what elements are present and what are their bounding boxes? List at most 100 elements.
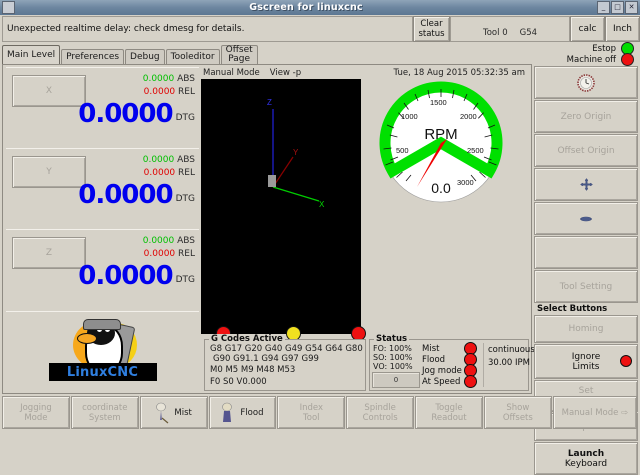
- feed-override: FO: 100%: [373, 344, 412, 353]
- axis-select-x-button[interactable]: X: [12, 75, 86, 107]
- clock-icon: [577, 73, 595, 92]
- mist-icon: [156, 402, 169, 423]
- gauge-green-band: [379, 81, 503, 179]
- dro-x-dtg: 0.0000 DTG: [78, 101, 195, 127]
- minimize-icon[interactable]: _: [597, 1, 610, 14]
- dro-x-dtg-label: DTG: [175, 113, 195, 123]
- clear-status-line1: Clear: [420, 19, 443, 29]
- tool-setting-button[interactable]: Tool Setting: [534, 270, 638, 303]
- offset-origin-button[interactable]: Offset Origin: [534, 134, 638, 167]
- backplot-view[interactable]: Z Y X: [201, 79, 361, 334]
- show-offsets-line1: Show: [506, 402, 530, 413]
- calc-button[interactable]: calc: [570, 16, 605, 42]
- dro-x-dtg-value: 0.0000: [78, 99, 173, 129]
- spindle-rpm-gauge: 500 1000 1500 2000 2500 3000 RPM 0.0: [371, 81, 519, 209]
- gcodes-line-3: M0 M5 M9 M48 M53: [210, 365, 296, 375]
- svg-text:Z: Z: [267, 98, 272, 107]
- index-tool-line2: Tool: [303, 412, 320, 423]
- dro-z-rel: 0.0000 REL: [144, 249, 195, 259]
- spindle-controls-line2: Controls: [362, 412, 398, 423]
- jogging-mode-button[interactable]: Jogging Mode: [2, 396, 70, 429]
- status-divider: [483, 343, 484, 387]
- dro-y-abs-value: 0.0000: [142, 155, 175, 165]
- clear-status-button[interactable]: Clear status: [413, 16, 450, 42]
- dro-y-dtg-value: 0.0000: [78, 180, 173, 210]
- dro-y-rel: 0.0000 REL: [144, 168, 195, 178]
- jogging-mode-line1: Jogging: [20, 402, 52, 413]
- dro-z-rel-value: 0.0000: [143, 249, 176, 259]
- maximize-icon[interactable]: □: [611, 1, 624, 14]
- index-tool-button[interactable]: Index Tool: [277, 396, 346, 429]
- ignore-limits-led: [620, 355, 632, 367]
- manual-mode-button[interactable]: Manual Mode ⇨: [552, 396, 638, 429]
- blank-button-1[interactable]: [534, 236, 638, 269]
- gauge-ticks: [383, 89, 499, 182]
- dro-y-rel-label: REL: [178, 168, 195, 178]
- spindle-controls-button[interactable]: Spindle Controls: [346, 396, 415, 429]
- ignore-limits-button[interactable]: Ignore Limits: [534, 344, 638, 379]
- override-entry[interactable]: 0: [372, 372, 420, 388]
- tab-tooleditor[interactable]: Tooleditor: [165, 49, 220, 65]
- tool-number: Tool 0: [482, 28, 508, 38]
- dro-y-dtg: 0.0000 DTG: [78, 182, 195, 208]
- coordinate-system-button[interactable]: coordinate System: [70, 396, 139, 429]
- logo-text: LinuxCNC: [66, 364, 139, 380]
- gauge-label-2500: 2500: [467, 146, 484, 155]
- status-legend: Status: [374, 334, 410, 344]
- show-offsets-button[interactable]: Show Offsets: [483, 396, 552, 429]
- gauge-unit-label: RPM: [424, 126, 457, 143]
- tool-touchoff-button[interactable]: [534, 202, 638, 235]
- tab-main-level[interactable]: Main Level: [2, 45, 61, 65]
- close-icon[interactable]: ✕: [625, 1, 638, 14]
- flood-toggle-button[interactable]: Flood: [208, 396, 277, 429]
- dro-axis-y: Y 0.0000 ABS 0.0000 REL 0.0000 DTG: [6, 148, 199, 225]
- tab-debug[interactable]: Debug: [125, 49, 165, 65]
- status-row-mist: Mist: [422, 342, 482, 355]
- dro-x-abs: 0.0000 ABS: [143, 74, 195, 84]
- machine-label: Machine off: [566, 54, 616, 65]
- launch-keyboard-line2: Keyboard: [564, 458, 608, 469]
- units-button[interactable]: Inch: [605, 16, 640, 42]
- mist-toggle-button[interactable]: Mist: [139, 396, 208, 429]
- dro-x-abs-label: ABS: [177, 74, 195, 84]
- tab-offset-page[interactable]: Offset Page: [220, 45, 258, 65]
- axis-select-y-button[interactable]: Y: [12, 156, 86, 188]
- linuxcnc-logo: LinuxCNC: [6, 311, 199, 388]
- gauge-tick-labels: 500 1000 1500 2000 2500 3000: [396, 98, 484, 187]
- launch-keyboard-button[interactable]: Launch Keyboard: [534, 442, 638, 475]
- spindle-clock-button[interactable]: [534, 66, 638, 99]
- ignore-limits-line1: Ignore: [571, 351, 601, 362]
- spindle-override: SO: 100%: [373, 353, 413, 362]
- dro-z-abs-label: ABS: [177, 236, 195, 246]
- penguin-icon: LinuxCNC: [43, 319, 163, 381]
- dro-x-rel: 0.0000 REL: [144, 87, 195, 97]
- move-crosshair-button[interactable]: [534, 168, 638, 201]
- work-offset: G54: [519, 28, 538, 38]
- dro-y-abs: 0.0000 ABS: [143, 155, 195, 165]
- gauge-label-1500: 1500: [430, 98, 447, 107]
- launch-keyboard-line1: Launch: [567, 448, 605, 459]
- tab-preferences[interactable]: Preferences: [61, 49, 125, 65]
- clear-status-line2: status: [418, 29, 445, 39]
- dro-axis-x: X 0.0000 ABS 0.0000 REL 0.0000 DTG: [6, 67, 199, 144]
- axis-select-z-button[interactable]: Z: [12, 237, 86, 269]
- ignore-limits-line2: Limits: [572, 361, 600, 372]
- toggle-readout-button[interactable]: Toggle Readout: [415, 396, 483, 429]
- tab-offset-page-line2: Page: [228, 54, 251, 64]
- at-speed-led: [464, 375, 477, 388]
- dro-y-dtg-label: DTG: [175, 194, 195, 204]
- coordinate-system-line2: System: [88, 412, 121, 423]
- homing-button[interactable]: Homing: [534, 315, 638, 343]
- dro-z-rel-label: REL: [178, 249, 195, 259]
- notebook-tabs: Main Level Preferences Debug Tooleditor …: [2, 43, 259, 65]
- svg-text:Y: Y: [293, 148, 299, 157]
- zero-origin-button[interactable]: Zero Origin: [534, 100, 638, 133]
- gcodes-line-1: G8 G17 G20 G40 G49 G54 G64 G80: [210, 344, 363, 354]
- override-values: FO: 100% SO: 100% VO: 100%: [373, 344, 413, 371]
- dro-x-rel-value: 0.0000: [143, 87, 176, 97]
- status-row-flood: Flood: [422, 353, 482, 366]
- tab-offset-page-line1: Offset: [225, 45, 253, 55]
- dro-x-abs-value: 0.0000: [142, 74, 175, 84]
- status-message: Unexpected realtime delay: check dmesg f…: [2, 16, 413, 42]
